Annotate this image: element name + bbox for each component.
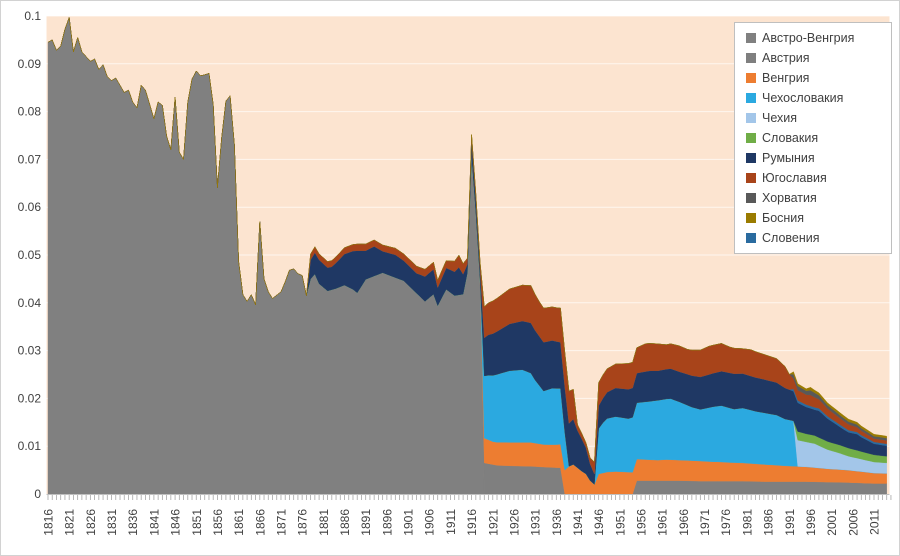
legend-swatch [746, 93, 756, 103]
legend-label: Чехословакия [762, 91, 844, 105]
legend-swatch [746, 193, 756, 203]
y-tick-label: 0.05 [18, 248, 42, 262]
chart-legend: Австро-Венгрия Австрия Венгрия Чехословакия… [734, 22, 892, 254]
legend-label: Румыния [762, 151, 815, 165]
x-tick-label: 2011 [868, 509, 882, 535]
x-tick-label: 1861 [232, 509, 246, 536]
x-tick-label: 1891 [359, 509, 373, 536]
area-series-10 [47, 17, 887, 463]
x-tick-label: 1971 [698, 509, 712, 536]
y-tick-label: 0 [34, 487, 41, 501]
x-tick-label: 1991 [783, 509, 797, 536]
x-tick-label: 1986 [762, 509, 776, 536]
legend-item: Австро-Венгрия [746, 28, 887, 48]
x-tick-label: 1956 [635, 509, 649, 536]
y-tick-label: 0.03 [18, 344, 42, 358]
legend-swatch [746, 133, 756, 143]
x-tick-label: 1911 [444, 509, 458, 535]
legend-swatch [746, 53, 756, 63]
legend-item: Чехословакия [746, 88, 887, 108]
x-tick-label: 1906 [423, 509, 437, 536]
legend-item: Босния [746, 208, 887, 228]
x-tick-label: 1966 [677, 509, 691, 536]
legend-swatch [746, 33, 756, 43]
legend-item: Венгрия [746, 68, 887, 88]
x-tick-label: 1871 [274, 509, 288, 536]
legend-label: Австрия [762, 51, 810, 65]
x-tick-label: 1981 [740, 509, 754, 536]
legend-label: Австро-Венгрия [762, 31, 855, 45]
x-tick-label: 2006 [846, 509, 860, 536]
x-tick-label: 1951 [613, 509, 627, 536]
x-tick-label: 1851 [190, 509, 204, 536]
y-tick-label: 0.07 [18, 152, 42, 166]
legend-item: Румыния [746, 148, 887, 168]
x-tick-label: 1886 [338, 509, 352, 536]
x-tick-label: 1841 [147, 509, 161, 536]
legend-swatch [746, 213, 756, 223]
x-tick-label: 1826 [84, 509, 98, 536]
x-tick-label: 1881 [317, 509, 331, 536]
x-tick-label: 1936 [550, 509, 564, 536]
legend-swatch [746, 153, 756, 163]
x-tick-label: 1916 [465, 509, 479, 536]
y-tick-label: 0.08 [18, 105, 42, 119]
legend-label: Югославия [762, 171, 827, 185]
x-tick-label: 1821 [63, 509, 77, 536]
x-tick-label: 1856 [211, 509, 225, 536]
x-tick-label: 1896 [380, 509, 394, 536]
legend-label: Хорватия [762, 191, 817, 205]
y-tick-label: 0.02 [18, 391, 42, 405]
x-tick-label: 1846 [169, 509, 183, 536]
x-tick-label: 1866 [253, 509, 267, 536]
x-tick-label: 1941 [571, 509, 585, 536]
y-tick-label: 0.06 [18, 200, 42, 214]
legend-label: Чехия [762, 111, 798, 125]
x-tick-label: 1831 [105, 509, 119, 536]
legend-swatch [746, 73, 756, 83]
legend-item: Словакия [746, 128, 887, 148]
x-tick-label: 1901 [402, 509, 416, 536]
legend-item: Словения [746, 228, 887, 248]
x-tick-label: 1926 [507, 509, 521, 536]
x-tick-label: 1921 [486, 509, 500, 536]
x-tick-label: 1931 [529, 509, 543, 536]
legend-item: Австрия [746, 48, 887, 68]
legend-item: Хорватия [746, 188, 887, 208]
y-tick-label: 0.01 [18, 439, 42, 453]
legend-swatch [746, 173, 756, 183]
legend-label: Босния [762, 211, 805, 225]
y-tick-label: 0.09 [18, 57, 42, 71]
x-tick-label: 1961 [656, 509, 670, 536]
y-tick-label: 0.1 [24, 9, 41, 23]
x-tick-label: 2001 [825, 509, 839, 536]
legend-swatch [746, 113, 756, 123]
x-tick-label: 1836 [126, 509, 140, 536]
legend-label: Венгрия [762, 71, 810, 85]
legend-item: Югославия [746, 168, 887, 188]
legend-swatch [746, 233, 756, 243]
x-tick-label: 1976 [719, 509, 733, 536]
legend-label: Словения [762, 231, 820, 245]
x-tick-label: 1816 [42, 509, 56, 536]
legend-item: Чехия [746, 108, 887, 128]
x-tick-label: 1946 [592, 509, 606, 536]
y-tick-label: 0.04 [18, 296, 42, 310]
legend-label: Словакия [762, 131, 819, 145]
x-tick-label: 1876 [296, 509, 310, 536]
x-tick-label: 1996 [804, 509, 818, 536]
